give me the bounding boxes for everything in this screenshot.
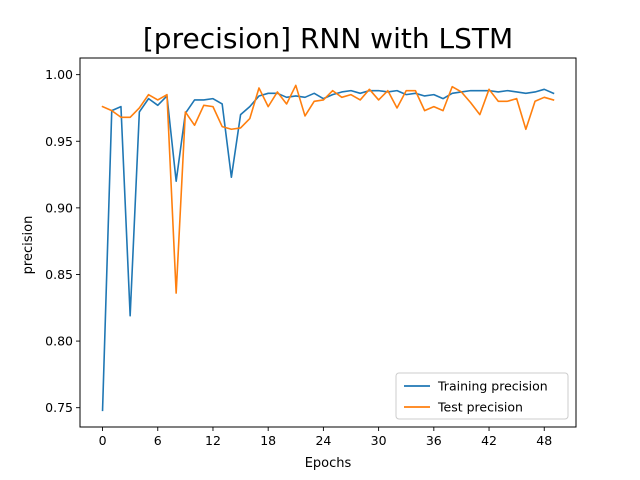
x-tick-label: 12 (205, 433, 221, 448)
y-tick-label: 0.80 (45, 334, 73, 349)
chart-title: [precision] RNN with LSTM (143, 22, 513, 55)
y-tick-label: 0.95 (45, 134, 73, 149)
x-tick-label: 48 (536, 433, 552, 448)
series-line-1 (101, 84, 555, 294)
x-tick-label: 6 (154, 433, 162, 448)
y-tick-label: 0.90 (45, 200, 73, 215)
x-tick-label: 30 (371, 433, 387, 448)
y-tick-label: 0.85 (45, 267, 73, 282)
axes-frame (79, 57, 577, 428)
legend-label-0: Training precision (437, 379, 548, 394)
x-tick-label: 0 (99, 433, 107, 448)
x-tick-label: 18 (260, 433, 276, 448)
legend-box (395, 372, 569, 420)
x-tick-label: 24 (315, 433, 331, 448)
y-tick-label: 1.00 (45, 67, 73, 82)
x-tick-label: 42 (481, 433, 497, 448)
legend-label-1: Test precision (437, 400, 523, 415)
plot-area: 0 6 12 18 24 30 36 42 48 0.75 0.80 0.85 0.90 0.95 1.00 (45, 57, 577, 448)
series-line-0 (101, 88, 555, 412)
x-tick-label: 36 (426, 433, 442, 448)
y-axis-label: precision (21, 216, 36, 275)
y-tick-label: 0.75 (45, 400, 73, 415)
x-axis-label: Epochs (305, 456, 352, 471)
legend: Training precision Test precision (395, 372, 569, 420)
